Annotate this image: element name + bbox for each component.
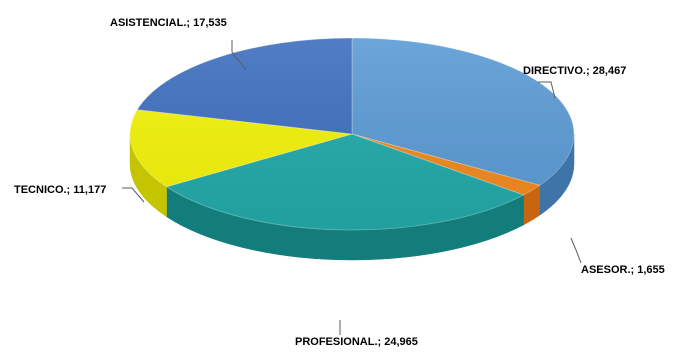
label-asesor: ASESOR.; 1,655 [581, 264, 665, 276]
leader-line-directivo [538, 81, 556, 99]
pie-top-sheen [130, 38, 574, 230]
label-directivo: DIRECTIVO.; 28,467 [523, 65, 626, 77]
pie-top-faces [129, 37, 575, 231]
leader-line-asistencial [231, 40, 247, 71]
leader-line-asesor [570, 237, 582, 264]
label-tecnico: TECNICO.; 11,177 [14, 184, 106, 196]
leader-line-tecnico [122, 187, 145, 203]
label-profesional: PROFESIONAL.; 24,965 [295, 336, 418, 348]
label-asistencial: ASISTENCIAL.; 17,535 [110, 17, 227, 29]
